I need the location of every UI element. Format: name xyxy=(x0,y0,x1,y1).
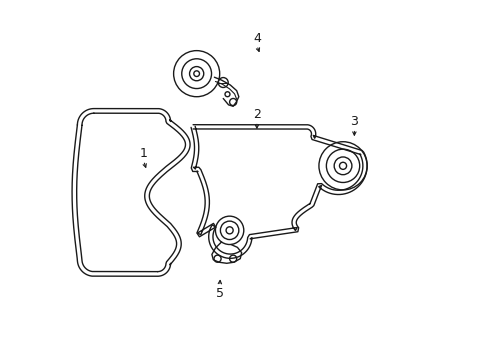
Text: 1: 1 xyxy=(139,147,147,160)
Text: 2: 2 xyxy=(252,108,260,121)
Text: 4: 4 xyxy=(252,32,260,45)
Text: 5: 5 xyxy=(215,287,223,300)
Text: 3: 3 xyxy=(350,115,358,128)
